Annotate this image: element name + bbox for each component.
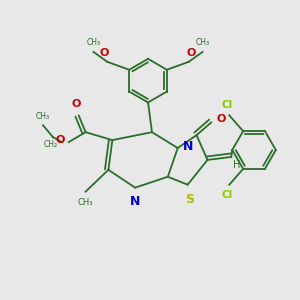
- Text: CH₂: CH₂: [44, 140, 58, 149]
- Text: CH₃: CH₃: [36, 112, 50, 121]
- Text: H: H: [233, 160, 241, 170]
- Text: CH₃: CH₃: [196, 38, 210, 47]
- Text: N: N: [130, 195, 140, 208]
- Text: O: O: [100, 48, 109, 58]
- Text: Cl: Cl: [222, 100, 233, 110]
- Text: O: O: [216, 114, 226, 124]
- Text: CH₃: CH₃: [78, 198, 93, 207]
- Text: O: O: [187, 48, 196, 58]
- Text: O: O: [56, 135, 65, 145]
- Text: CH₃: CH₃: [86, 38, 100, 47]
- Text: N: N: [183, 140, 193, 152]
- Text: O: O: [72, 99, 81, 110]
- Text: Cl: Cl: [222, 190, 233, 200]
- Text: S: S: [185, 193, 194, 206]
